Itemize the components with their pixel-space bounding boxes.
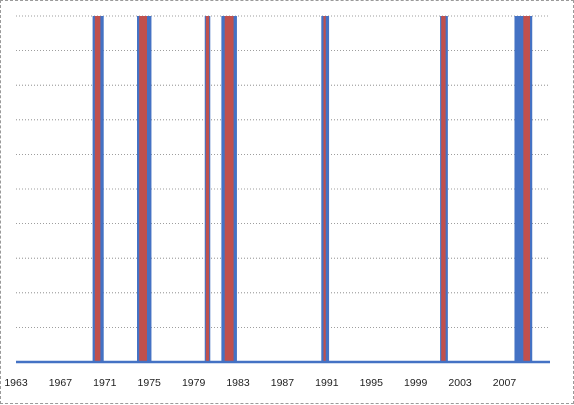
x-tick-label: 1999 (404, 377, 428, 389)
x-tick-label: 1979 (182, 377, 206, 389)
x-tick-label: 1995 (360, 377, 384, 389)
x-tick-label: 1963 (4, 377, 28, 389)
x-tick-label: 1987 (271, 377, 295, 389)
x-tick-label: 1971 (93, 377, 117, 389)
bars (92, 16, 533, 362)
x-tick-label: 1975 (138, 377, 162, 389)
gridlines (16, 15, 550, 328)
x-tick-label: 1983 (226, 377, 250, 389)
bar-series-2-4 (224, 16, 234, 362)
bar-series-2-3 (205, 16, 210, 362)
bar-series-2-2 (139, 16, 148, 362)
x-tick-labels: 1963 1967 1971 1975 1979 1983 1987 1991 1995 1999… (4, 377, 516, 389)
bar-series-2-5 (323, 16, 326, 362)
x-tick-label: 1967 (49, 377, 73, 389)
bar-series-2-7 (523, 16, 531, 362)
bar-series-2-1 (94, 16, 101, 362)
x-tick-label: 2007 (493, 377, 517, 389)
bar-series-2-6 (441, 16, 446, 362)
x-tick-label: 2003 (448, 377, 472, 389)
x-tick-label: 1991 (315, 377, 339, 389)
